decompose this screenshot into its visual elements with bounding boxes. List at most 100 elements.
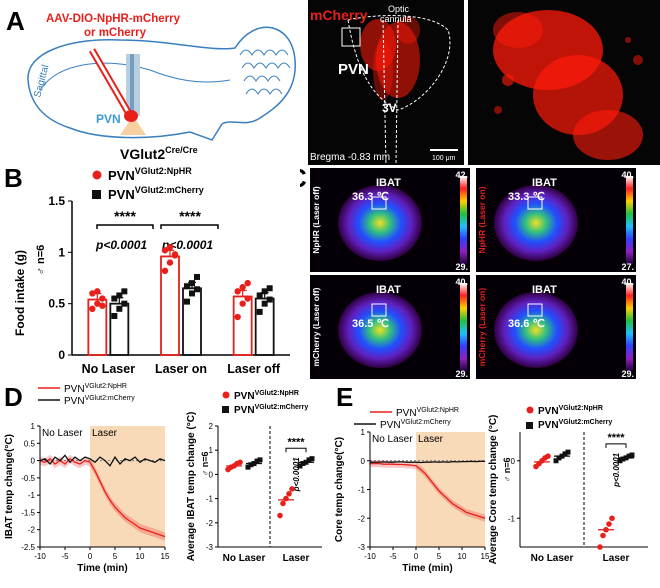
- data-point-b: [166, 244, 174, 251]
- data-point-b: [189, 280, 195, 287]
- ibat-roi-box: [527, 303, 543, 317]
- d-bar-sig-stars: ****: [287, 436, 305, 448]
- panel-b: B PVNVGlut2:NpHR PVNVGlut2:mCherry Food …: [0, 163, 300, 380]
- d-line-y-tick-label: -0.5: [21, 474, 35, 483]
- virus-line-2: or mCherry: [84, 27, 147, 39]
- data-point-b: [116, 305, 123, 312]
- bar-legend-mcherry-d: PVNVGlut2:mCherry: [234, 404, 308, 416]
- micrograph-zoom-image: [493, 10, 643, 160]
- e-line-y-tick-label: -3: [358, 543, 366, 552]
- data-point-b: [166, 259, 174, 266]
- micrograph-pvn: mCherry Optic cannula PVN 3V Bregma -0.8…: [308, 0, 464, 166]
- e-bar-data-point: [556, 455, 562, 461]
- sig-stars-b-1: ****: [114, 208, 136, 224]
- d-line-x-tick-label: -5: [61, 552, 69, 561]
- legend-mcherry: PVNVGlut2:mCherry: [108, 185, 204, 202]
- d-bar-data-point: [286, 490, 292, 497]
- thermal-condition-label: NpHR (Laser off): [311, 186, 321, 254]
- data-point-b: [89, 305, 96, 312]
- d-bar-y-tick-label: -1: [206, 495, 214, 504]
- panel-letter-d: D: [4, 382, 23, 412]
- d-bar-data-point: [248, 462, 254, 468]
- ibat-roi-box: [371, 303, 387, 317]
- ibat-roi-box: [527, 196, 543, 210]
- e-line-x-tick-label: 0: [414, 552, 419, 561]
- data-point-b: [244, 295, 251, 302]
- ventricle-label: 3V: [382, 101, 397, 115]
- d-bar-data-point: [245, 464, 251, 470]
- e-line-y-label: Core temp change(°C): [334, 437, 345, 542]
- data-point-b: [121, 288, 128, 295]
- e-line-y-tick-label: 1: [361, 428, 366, 437]
- x-tick-label-b: Laser off: [227, 362, 281, 376]
- d-line-x-tick-label: 5: [113, 552, 118, 561]
- d-bar-data-point: [309, 456, 315, 462]
- d-bar-data-point: [297, 463, 303, 469]
- d-line-phase-laser: Laser: [92, 428, 118, 439]
- sig-stars-b-2: ****: [179, 208, 201, 224]
- ibat-label: IBAT: [532, 284, 557, 296]
- d-bar-data-point: [283, 495, 289, 502]
- pvn-micro-label: PVN: [338, 61, 369, 78]
- e-line-series-line: [370, 462, 486, 519]
- data-point-b: [256, 292, 263, 299]
- thermal-tile: IBAT 36.6 ℃ 40. 29. mCherry (Laser on): [476, 275, 636, 379]
- d-line-y-tick-label: -2: [28, 526, 36, 535]
- ibat-temperature: 33.3 ℃: [508, 191, 545, 203]
- e-bar-data-point: [609, 515, 615, 522]
- e-line-phase-laser: Laser: [418, 434, 444, 445]
- d-line-y-tick-label: 0: [31, 457, 36, 466]
- legend-marker-nphr: [92, 170, 102, 180]
- e-line-x-tick-label: 15: [481, 552, 490, 561]
- scale-min: 29.: [621, 369, 634, 379]
- e-bar-data-point: [606, 521, 612, 527]
- scale-min: 29.: [455, 369, 468, 379]
- mcherry-zoom-signal: [493, 10, 643, 160]
- third-ventricle-outline: [382, 19, 399, 166]
- d-bar-data-point: [257, 457, 263, 463]
- micrograph-overview: mCherry Optic cannula PVN 3V Bregma -0.8…: [310, 4, 458, 166]
- y-axis-label-b: Food intake (g): [13, 250, 27, 336]
- injection-needle-core: [90, 49, 130, 113]
- ibat-roi-box: [371, 196, 387, 210]
- panel-letter-c: C: [300, 165, 307, 193]
- d-bar-data-point: [277, 512, 283, 519]
- e-line-x-label: Time (min): [402, 563, 452, 574]
- panel-letter-e: E: [336, 382, 353, 412]
- pvn-outline: [347, 15, 451, 111]
- bar-legend-marker-nphr-e: [526, 406, 534, 414]
- d-bar-y-tick-label: 0: [209, 470, 214, 479]
- e-bar-data-point: [617, 458, 623, 464]
- d-bar-y-tick-label: -2: [206, 519, 214, 528]
- data-point-b: [99, 295, 106, 302]
- e-bar-data-point: [620, 456, 626, 462]
- thermal-color-scale: [626, 176, 633, 264]
- d-bar-data-point: [300, 461, 306, 467]
- e-bar-data-point: [600, 532, 606, 539]
- bar-b: [109, 302, 130, 356]
- y-tick-label-b: 1: [58, 245, 65, 259]
- e-bar-x-tick-label: No Laser: [531, 553, 574, 564]
- d-line-y-tick-label: -2.5: [21, 543, 35, 552]
- brain-schematic: A AAV-DIO-NpHR-mCherry or mCherry Sagitt…: [6, 6, 296, 162]
- significance-brackets-b: [96, 224, 219, 229]
- mouse-thermal-silhouette: [338, 185, 422, 261]
- e-bar-y-tick-label: -1: [508, 514, 516, 523]
- d-line-y-tick-label: 0.5: [24, 439, 36, 448]
- data-point-b: [239, 300, 246, 307]
- scale-min: 27.: [621, 262, 634, 272]
- data-point-b: [161, 267, 169, 275]
- e-bar-data-point: [562, 451, 568, 457]
- data-point-b: [256, 308, 263, 315]
- data-point-b: [111, 295, 118, 302]
- e-bar-n-label: ♂ n=6: [502, 457, 512, 482]
- legend-marker-mcherry: [92, 190, 101, 199]
- e-bar-y-tick-label: 0: [511, 457, 516, 466]
- optic-cannula-label-1: Optic: [388, 4, 410, 14]
- micrograph-zoom: [468, 0, 660, 165]
- mcherry-signal: [360, 16, 420, 100]
- panel-letter-b: B: [4, 165, 23, 193]
- e-bar-data-point: [626, 453, 632, 459]
- bar-b: [254, 297, 275, 356]
- panel-a: A AAV-DIO-NpHR-mCherry or mCherry Sagitt…: [0, 0, 300, 165]
